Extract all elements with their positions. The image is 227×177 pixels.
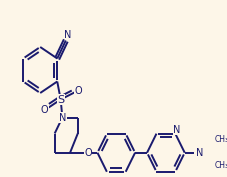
Text: N: N — [173, 125, 181, 135]
Text: CH₃: CH₃ — [215, 135, 227, 144]
Text: N: N — [59, 113, 66, 122]
Text: O: O — [84, 148, 92, 158]
Text: CH₃: CH₃ — [215, 161, 227, 170]
Text: O: O — [41, 104, 48, 115]
Text: S: S — [57, 95, 64, 104]
Text: N: N — [64, 30, 71, 41]
Text: O: O — [75, 85, 82, 96]
Text: N: N — [196, 148, 204, 158]
